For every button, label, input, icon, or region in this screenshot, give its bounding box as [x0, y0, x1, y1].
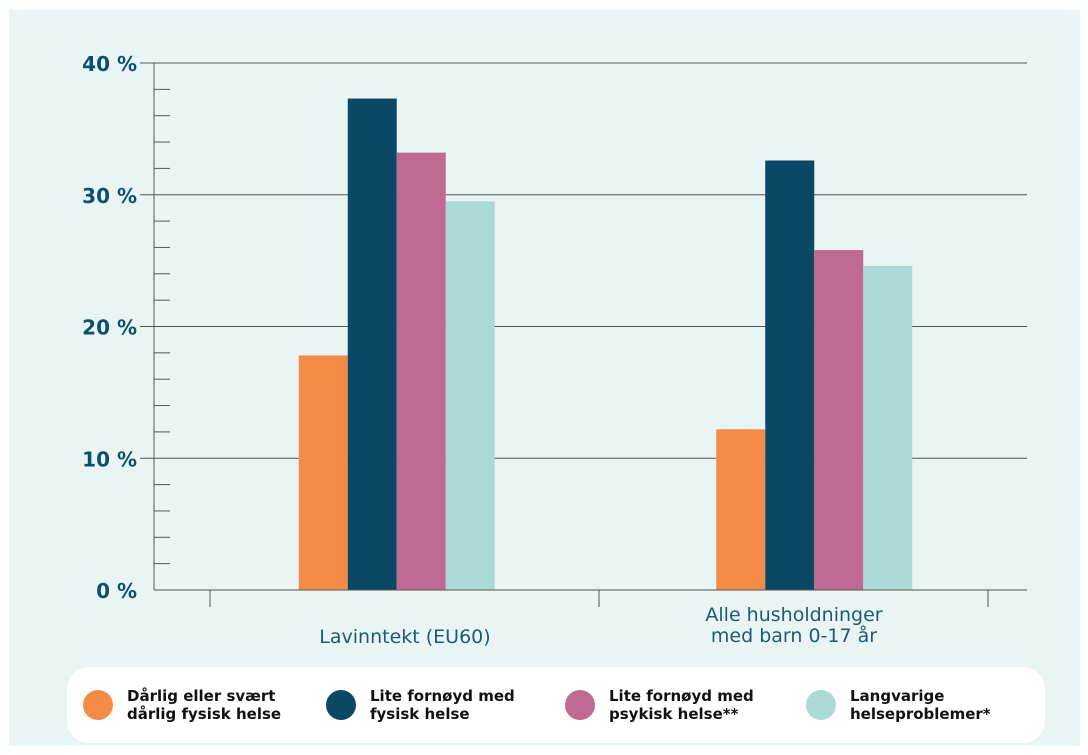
bar [863, 265, 913, 590]
legend-swatch [806, 690, 836, 720]
category-label: Alle husholdninger med barn 0-17 år [705, 604, 882, 647]
legend-item-dissatisfied-physical-health: Lite fornøyd med fysisk helse [326, 667, 515, 743]
y-tick-label: 40 % [82, 52, 137, 76]
bar [765, 160, 815, 590]
legend-label: Langvarige helseproblemer* [850, 687, 991, 723]
legend-label: Dårlig eller svært dårlig fysisk helse [127, 687, 282, 723]
y-tick-label: 30 % [82, 184, 137, 208]
legend-label: Lite fornøyd med psykisk helse** [609, 687, 754, 723]
y-tick-label: 20 % [82, 316, 137, 340]
y-tick-label: 10 % [82, 447, 137, 471]
y-tick-label: 0 % [96, 579, 137, 603]
legend-item-long-term-health-problems: Langvarige helseproblemer* [806, 667, 991, 743]
legend: Dårlig eller svært dårlig fysisk helse L… [67, 667, 1045, 743]
legend-item-poor-physical-health: Dårlig eller svært dårlig fysisk helse [83, 667, 281, 743]
category-label: Lavinntekt (EU60) [319, 626, 490, 648]
legend-label: Lite fornøyd med fysisk helse [370, 687, 515, 723]
bar [445, 201, 495, 590]
legend-item-dissatisfied-mental-health: Lite fornøyd med psykisk helse** [565, 667, 754, 743]
bar [396, 152, 446, 590]
bar [298, 355, 348, 590]
bar [347, 98, 397, 590]
bar [716, 429, 766, 590]
bar [814, 250, 864, 590]
legend-swatch [326, 690, 356, 720]
legend-swatch [565, 690, 595, 720]
legend-swatch [83, 690, 113, 720]
